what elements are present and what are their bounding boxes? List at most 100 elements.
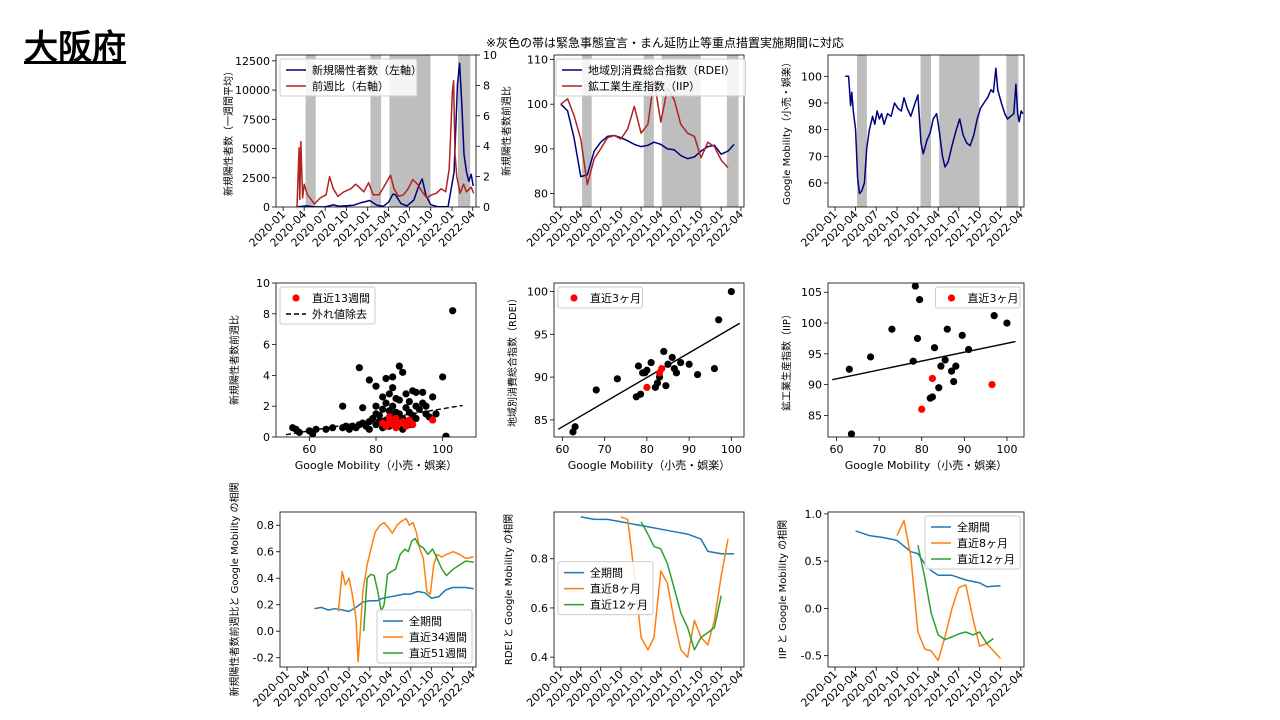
x-tick-label: 100 xyxy=(432,443,453,456)
x-tick-label: 90 xyxy=(682,443,696,456)
y-tick-label: 90 xyxy=(808,379,822,392)
legend-box xyxy=(279,58,418,97)
y-tick-label: 90 xyxy=(534,143,548,156)
scatter-point xyxy=(412,414,420,423)
y-tick-label: 0.8 xyxy=(531,553,549,566)
y-tick-label: 0.4 xyxy=(531,651,549,664)
legend: 新規陽性者数（左軸） 前週比（右軸） xyxy=(279,58,422,97)
chart-corr-iip: -0.50.00.51.02020-012020-042020-072020-1… xyxy=(776,508,1026,710)
legend-label: 直近8ヶ月 xyxy=(590,582,641,596)
chart-rdei: 80901001102020-012020-042020-072020-1020… xyxy=(524,53,746,249)
shaded-band xyxy=(939,55,980,207)
scatter-point xyxy=(312,425,320,433)
legend-label: 直近12ヶ月 xyxy=(590,598,648,612)
y-tick-label: 0.6 xyxy=(257,546,275,559)
legend-label: 全期間 xyxy=(409,614,442,628)
plot-frame xyxy=(827,511,1025,668)
y-tick-label: 4 xyxy=(263,369,270,382)
scatter-point-recent xyxy=(928,374,936,383)
scatter-point xyxy=(571,423,579,431)
y-tick-label: 70 xyxy=(808,150,822,163)
scatter-point xyxy=(422,402,430,410)
x-axis-label: Google Mobility（小売・娯楽） xyxy=(295,458,457,472)
series-line xyxy=(620,516,729,658)
x-axis-label: Google Mobility（小売・娯楽） xyxy=(568,458,730,472)
scatter-point xyxy=(647,358,655,367)
legend-label: 直近3ヶ月 xyxy=(968,291,1019,305)
scatter-point xyxy=(322,425,330,433)
scatter-point xyxy=(382,374,390,383)
fit-line xyxy=(832,340,1016,381)
y-tick-label: 12500 xyxy=(235,55,270,68)
y-tick-label: 10 xyxy=(256,277,270,290)
scatter-point xyxy=(385,390,393,398)
scatter-point xyxy=(916,296,924,304)
scatter-point xyxy=(911,283,919,290)
scatter-point xyxy=(419,388,427,396)
legend-box xyxy=(376,609,473,664)
scatter-point xyxy=(935,384,943,392)
y-tick-label: 0.0 xyxy=(805,602,823,615)
x-tick-label: 60 xyxy=(830,443,844,456)
legend-label: 鉱工業生産指数（IIP） xyxy=(588,79,700,93)
y-axis-label: 鉱工業生産指数（IIP） xyxy=(780,309,793,411)
scatter-point xyxy=(439,373,447,381)
y2-axis-label: 新規陽性者数前週比 xyxy=(500,86,513,176)
scatter-point xyxy=(668,353,676,362)
scatter-point xyxy=(592,386,600,394)
scatter-point xyxy=(355,364,363,372)
y2-tick-label: 4 xyxy=(483,140,490,153)
scatter-point xyxy=(375,411,383,420)
scatter-point xyxy=(928,393,936,401)
slide-title: 大阪府 xyxy=(24,28,126,68)
x-tick-label: 100 xyxy=(996,443,1017,456)
scatter-point xyxy=(965,345,973,354)
y-tick-label: 0.8 xyxy=(257,519,275,532)
legend-marker xyxy=(292,294,300,302)
legend: 直近3ヶ月 xyxy=(557,286,643,309)
chart-mobility: 607080901002020-012020-042020-072020-102… xyxy=(780,54,1026,250)
y2-tick-label: 10 xyxy=(483,49,497,62)
figure-note: ※灰色の帯は緊急事態宣言・まん延防止等重点措置実施期間に対応 xyxy=(485,36,845,50)
x-tick-label: 70 xyxy=(872,443,886,456)
scatter-point xyxy=(389,402,397,410)
scatter-point xyxy=(950,377,958,386)
scatter-point xyxy=(292,425,300,433)
x-tick-label: 80 xyxy=(369,443,383,456)
legend-marker xyxy=(947,294,956,302)
legend-box xyxy=(557,286,643,309)
plot-frame xyxy=(279,511,477,668)
scatter-point-recent xyxy=(643,383,651,391)
y-tick-label: 110 xyxy=(527,53,548,66)
shaded-band xyxy=(643,55,654,207)
chart-scatter-rdei: 85 90 95 100 60 70 80 90 100 地域別消費総合指数（RDEI） Googl… xyxy=(506,282,745,472)
scatter-point xyxy=(365,376,373,384)
legend-label: 直近3ヶ月 xyxy=(590,291,641,305)
scatter-point xyxy=(442,432,450,437)
scatter-point xyxy=(372,402,380,410)
y-tick-label: 95 xyxy=(808,348,822,361)
y-axis-label: 新規陽性者数前週比 xyxy=(228,315,241,405)
y-tick-label: 100 xyxy=(527,98,548,111)
scatter-point xyxy=(660,347,668,356)
scatter-point xyxy=(937,362,945,370)
series-line xyxy=(640,521,722,651)
scatter-point xyxy=(329,424,337,432)
y-tick-label: 8 xyxy=(263,308,270,321)
legend-label: 新規陽性者数（左軸） xyxy=(312,63,422,77)
y2-tick-label: 8 xyxy=(483,79,490,92)
scatter-point xyxy=(715,316,723,324)
legend-label: 全期間 xyxy=(957,520,990,534)
plot-frame xyxy=(827,54,1025,208)
x-axis-label: Google Mobility（小売・娯楽） xyxy=(845,458,1007,472)
y-tick-label: 90 xyxy=(534,371,548,384)
scatter-point xyxy=(389,384,397,392)
y2-tick-label: 2 xyxy=(483,171,490,184)
scatter-point xyxy=(429,393,437,401)
y-tick-label: -0.2 xyxy=(253,652,274,665)
series-line xyxy=(917,544,994,645)
y-axis-label: IIP と Google Mobility の相関 xyxy=(776,520,789,659)
scatter-point-recent xyxy=(658,364,666,373)
scatter-point xyxy=(990,312,998,320)
legend-box xyxy=(555,58,746,97)
